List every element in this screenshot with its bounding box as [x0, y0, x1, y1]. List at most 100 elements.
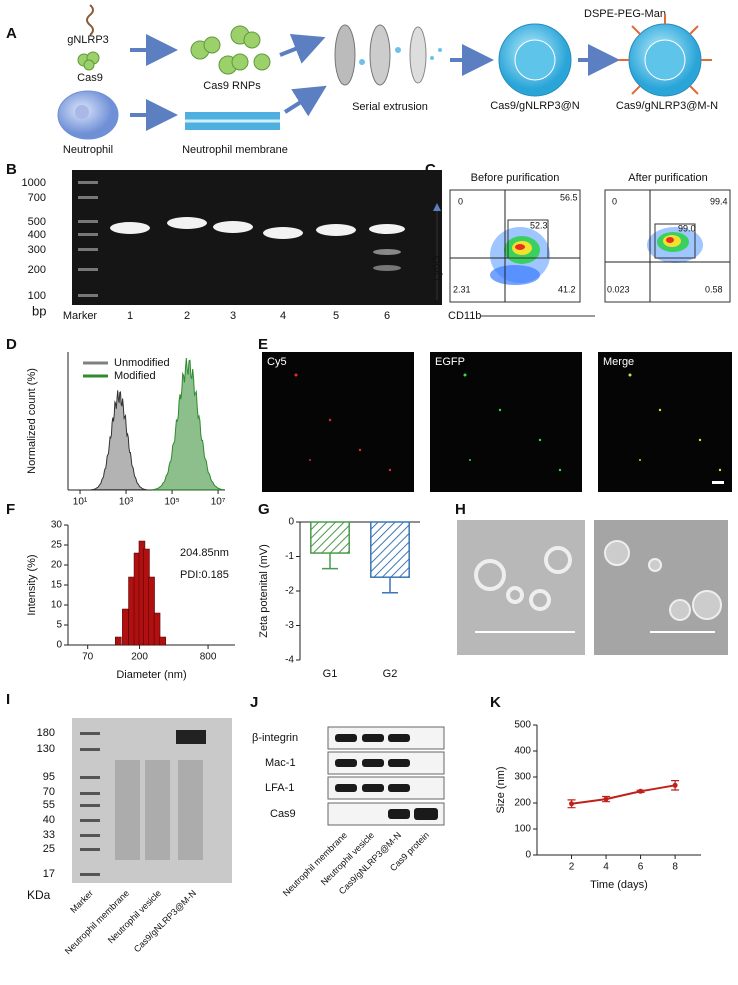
- core: [644, 39, 686, 81]
- blot-strip: [327, 751, 445, 775]
- point: [672, 782, 678, 788]
- x-tick-label: 70: [82, 652, 94, 663]
- image: [598, 352, 732, 492]
- x-tick-label: 10⁷: [211, 497, 226, 508]
- sds-i: 180 130 95 70 55 40 33 25 17 KDa Marker …: [27, 718, 232, 956]
- panel-letter: E: [258, 336, 268, 353]
- vesicles: [604, 540, 722, 621]
- error-bar: [322, 553, 338, 570]
- panel-letter: K: [490, 694, 501, 711]
- protein-label: β-integrin: [252, 732, 298, 744]
- panel-letter: I: [6, 691, 10, 708]
- size-label: 100: [28, 290, 46, 302]
- blot-strip: [327, 726, 445, 750]
- panel-letters: A B C D E F G H I J K: [6, 25, 501, 711]
- y-tick-label: 300: [514, 772, 531, 783]
- cas9-icon: [77, 51, 100, 71]
- blot-bands: [335, 734, 438, 820]
- channel-label: Merge: [603, 356, 634, 368]
- density-curve: [151, 358, 225, 491]
- panel-letter: G: [258, 501, 270, 518]
- ladder: [78, 181, 98, 297]
- lane-label: 6: [384, 310, 390, 322]
- y-tick-label: -2: [285, 586, 294, 597]
- dots-red: [294, 373, 392, 472]
- y-tick-label: 30: [51, 520, 63, 531]
- lane-label: 3: [230, 310, 236, 322]
- image: [262, 352, 414, 492]
- x-axis-label: Time (days): [590, 879, 648, 891]
- plot-title: After purification: [628, 172, 707, 184]
- axis-label: CD11b: [448, 310, 481, 322]
- size-label: 17: [43, 868, 55, 880]
- extruder-icon: [334, 24, 442, 86]
- ladder: [80, 732, 100, 876]
- quadrant-value: 0.023: [607, 284, 630, 294]
- size-label: 500: [28, 216, 46, 228]
- gate-value: 52.3: [530, 220, 548, 230]
- panel-letter: A: [6, 25, 17, 42]
- label: Serial extrusion: [352, 101, 428, 113]
- label: Cas9/gNLRP3@M-N: [616, 100, 718, 112]
- y-axis-label: Zeta potenital (mV): [258, 544, 270, 638]
- size-label: 180: [37, 727, 55, 739]
- unit-label: bp: [32, 303, 46, 318]
- y-tick-label: 20: [51, 560, 63, 571]
- x-tick-label: 2: [569, 862, 575, 873]
- bar: [370, 521, 410, 578]
- density-curve: [90, 390, 148, 491]
- protein-label: Mac-1: [265, 757, 296, 769]
- label: DSPE-PEG-Man: [584, 8, 666, 20]
- quadrant-value: 0: [612, 196, 617, 206]
- y-axis-label: Size (nm): [495, 766, 507, 813]
- x-tick-label: 200: [131, 652, 148, 663]
- size-label: 25: [43, 843, 55, 855]
- line: [571, 784, 676, 805]
- size-label: 95: [43, 771, 55, 783]
- bar: [159, 636, 167, 646]
- x-tick-label: 10³: [119, 497, 134, 508]
- point: [638, 788, 644, 794]
- panel-letter: B: [6, 161, 17, 178]
- dots-merge: [628, 373, 722, 472]
- rna-icon: [86, 4, 94, 36]
- y-tick-label: 200: [514, 798, 531, 809]
- dots-green: [463, 373, 562, 472]
- x-tick-label: 10¹: [73, 497, 88, 508]
- y-tick-label: -3: [285, 620, 294, 631]
- x-tick-label: 10⁵: [164, 497, 179, 508]
- y-tick-label: -1: [285, 551, 294, 562]
- vesicles: [474, 546, 572, 611]
- arrow: [283, 85, 327, 117]
- lane-label: Cas9/gNLRP3@M-N: [132, 888, 198, 954]
- size-label: 200: [28, 264, 46, 276]
- annotation: 204.85nm: [180, 547, 229, 559]
- lane-label: Marker: [63, 310, 98, 322]
- band: [176, 730, 206, 744]
- bar: [128, 576, 135, 646]
- panel-letter: D: [6, 336, 17, 353]
- unit-label: KDa: [27, 888, 51, 902]
- x-tick-label: G1: [323, 668, 338, 680]
- y-tick-label: 15: [51, 580, 63, 591]
- quadrant-value: 41.2: [558, 284, 576, 294]
- size-label: 400: [28, 229, 46, 241]
- image: [594, 520, 728, 655]
- lane-label: 1: [127, 310, 133, 322]
- panel-letter: C: [425, 161, 436, 178]
- flow-c: Before purification After purification 0…: [431, 172, 731, 322]
- protein-label: LFA-1: [265, 782, 294, 794]
- channel-label: Cy5: [267, 356, 287, 368]
- y-axis-label: Intensity (%): [26, 554, 38, 615]
- bar: [153, 612, 161, 646]
- y-axis-label: Normalized count (%): [26, 368, 38, 474]
- annotation: PDI:0.185: [180, 569, 229, 581]
- gel-b: 1000 700 500 400 300 200 100 bp Marker 1…: [22, 170, 442, 322]
- label: Cas9: [77, 72, 103, 84]
- size-label: 130: [37, 743, 55, 755]
- blot-strip: [327, 802, 445, 826]
- y-tick-label: 0: [525, 850, 531, 861]
- quadrant-value: 56.5: [560, 192, 578, 202]
- label: Neutrophil: [63, 144, 113, 156]
- density-after: [647, 227, 703, 263]
